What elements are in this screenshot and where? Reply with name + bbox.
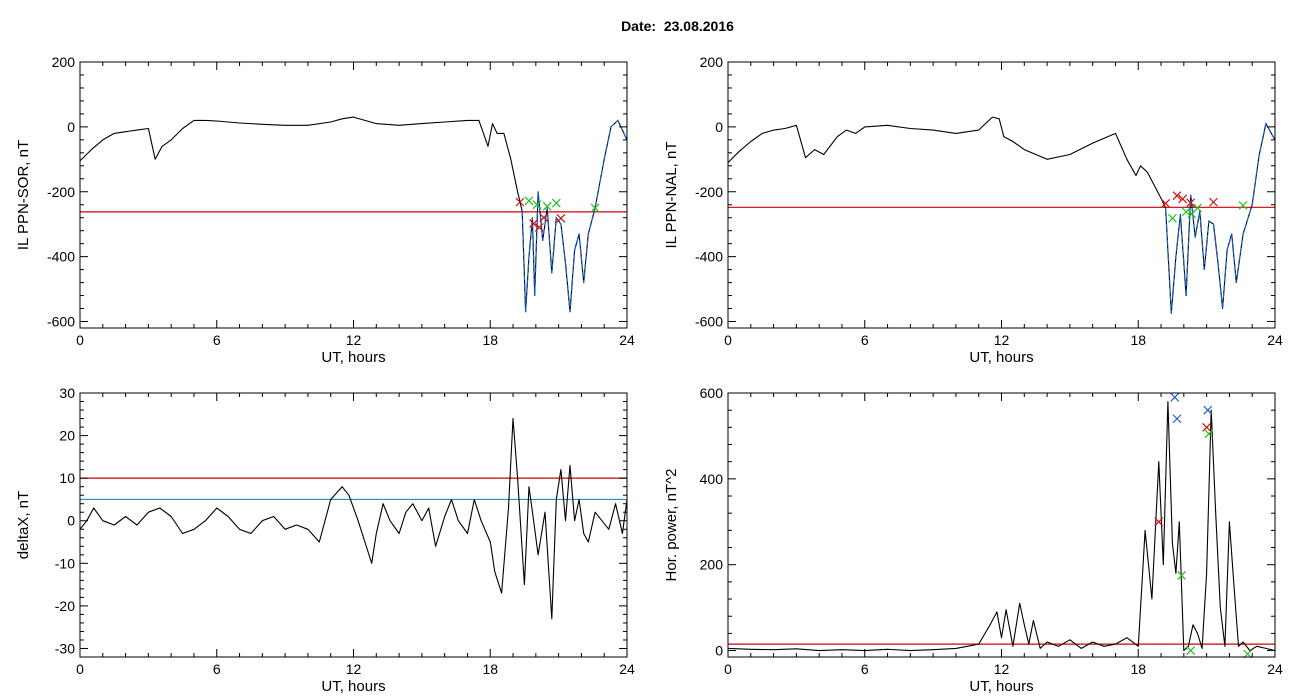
plot-frame xyxy=(727,392,1276,658)
data-series-line xyxy=(521,119,627,313)
marker-red xyxy=(1186,198,1196,208)
y-tick-label: 20 xyxy=(59,428,75,444)
y-tick-label: -200 xyxy=(47,184,75,200)
marker-green xyxy=(1181,207,1191,217)
x-tick-label: 6 xyxy=(861,332,869,348)
data-series-line xyxy=(728,401,1275,652)
x-tick-label: 18 xyxy=(1130,332,1146,348)
plot-frame xyxy=(79,392,628,658)
marker-green xyxy=(524,196,534,206)
y-tick-label: 200 xyxy=(52,54,76,70)
marker-red xyxy=(529,219,538,228)
marker-red xyxy=(1154,517,1164,527)
chart-panel-1: 0 6 12 18 24 -600 -400 -200 0 200 UT, hours IL PPN-… xyxy=(15,54,635,366)
x-tick-label: 18 xyxy=(482,661,498,677)
marker-red xyxy=(1172,191,1182,201)
x-tick-label: 6 xyxy=(213,661,221,677)
page-title: Date: 23.08.2016 xyxy=(621,18,734,34)
marker-blue xyxy=(1203,405,1213,415)
y-tick-label: 0 xyxy=(715,643,723,659)
y-tick-label: 200 xyxy=(700,54,724,70)
marker-red xyxy=(556,213,566,223)
marker-green xyxy=(551,198,561,208)
marker-red xyxy=(1178,194,1188,204)
x-axis-label: UT, hours xyxy=(321,349,385,366)
y-tick-label: 30 xyxy=(59,385,75,401)
y-tick-label: 400 xyxy=(700,471,724,487)
x-tick-label: 12 xyxy=(346,332,362,348)
x-tick-label: 0 xyxy=(724,661,732,677)
x-tick-label: 0 xyxy=(76,661,84,677)
chart-panel-3: 0 6 12 18 24 -30 -20 -10 0 10 20 30 UT, hours deltaX,… xyxy=(15,385,635,695)
x-tick-label: 12 xyxy=(346,661,362,677)
marker-red xyxy=(534,223,544,232)
y-tick-label: 600 xyxy=(700,385,724,401)
marker-red xyxy=(1202,422,1212,432)
y-tick-label: -200 xyxy=(695,184,723,200)
x-tick-label: 6 xyxy=(861,661,869,677)
y-axis-label: IL PPN-NAL, nT xyxy=(663,142,680,249)
data-series-line xyxy=(728,116,1167,209)
marker-red xyxy=(539,213,549,223)
x-axis-label: UT, hours xyxy=(969,349,1033,366)
marker-red xyxy=(1161,199,1171,208)
chart-panel-4: 0 6 12 18 24 0 200 400 600 UT, hours Hor. power, n… xyxy=(663,385,1283,695)
x-axis-label: UT, hours xyxy=(321,678,385,695)
y-tick-label: -30 xyxy=(55,640,75,656)
marker-red xyxy=(1209,197,1218,207)
x-tick-label: 0 xyxy=(76,332,84,348)
marker-red xyxy=(515,197,525,207)
plot-frame xyxy=(727,61,1276,329)
y-tick-label: -20 xyxy=(55,598,75,614)
x-tick-label: 12 xyxy=(994,661,1010,677)
highlight-series-line xyxy=(1165,121,1275,314)
chart-panel-2: 0 6 12 18 24 -600 -400 -200 0 200 UT, hours IL PPN-… xyxy=(663,54,1283,366)
x-tick-label: 0 xyxy=(724,332,732,348)
x-tick-label: 24 xyxy=(619,661,635,677)
marker-blue xyxy=(1170,392,1180,402)
x-axis-label: UT, hours xyxy=(969,678,1033,695)
marker-green xyxy=(1204,429,1214,439)
y-tick-label: 0 xyxy=(67,119,75,135)
data-series-line xyxy=(80,116,523,212)
y-tick-label: -400 xyxy=(47,249,75,265)
x-tick-label: 6 xyxy=(213,332,221,348)
x-tick-label: 24 xyxy=(1267,661,1283,677)
marker-green xyxy=(1168,213,1177,223)
y-axis-label: IL PPN-SOR, nT xyxy=(15,140,32,250)
x-tick-label: 12 xyxy=(994,332,1010,348)
x-tick-label: 18 xyxy=(1130,661,1146,677)
data-series-line xyxy=(1165,123,1275,314)
x-tick-label: 24 xyxy=(1267,332,1283,348)
marker-green xyxy=(1238,200,1248,210)
marker-green xyxy=(532,200,542,210)
y-tick-label: -10 xyxy=(55,555,75,571)
marker-green xyxy=(542,201,552,211)
y-tick-label: -600 xyxy=(695,314,723,330)
x-tick-label: 24 xyxy=(619,332,635,348)
marker-green xyxy=(1193,203,1202,213)
marker-green xyxy=(1177,571,1186,580)
highlight-series-line xyxy=(521,119,627,312)
x-tick-label: 18 xyxy=(482,332,498,348)
y-tick-label: -600 xyxy=(47,314,75,330)
marker-blue xyxy=(1172,414,1182,424)
y-tick-label: 0 xyxy=(715,119,723,135)
y-tick-label: 0 xyxy=(67,513,75,529)
y-tick-label: 10 xyxy=(59,470,75,486)
y-tick-label: 200 xyxy=(700,557,724,573)
marker-green xyxy=(590,203,600,213)
y-tick-label: -400 xyxy=(695,249,723,265)
marker-green xyxy=(1186,646,1196,655)
y-axis-label: Hor. power, nT^2 xyxy=(663,469,680,582)
plot-frame xyxy=(79,61,628,329)
data-series-line xyxy=(80,417,627,620)
y-axis-label: deltaX, nT xyxy=(15,491,32,559)
